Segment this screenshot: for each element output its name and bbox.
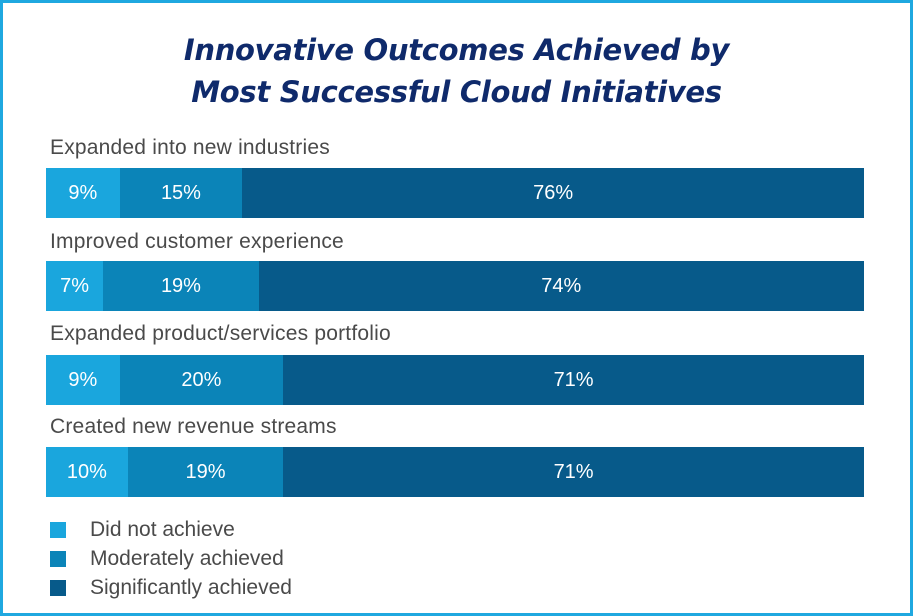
bar-segment-1: 10% <box>46 447 128 497</box>
category-label: Expanded into new industries <box>50 136 330 159</box>
chart-title-line-1: Innovative Outcomes Achieved by <box>183 33 730 67</box>
bar-segment-3: 76% <box>242 168 864 218</box>
bar-segment-1: 9% <box>46 355 120 405</box>
category-label: Improved customer experience <box>50 230 344 253</box>
bar-segment-2: 19% <box>127 447 284 497</box>
data-label: 71% <box>553 368 594 391</box>
bar-segment-3: 74% <box>258 261 864 311</box>
stacked-bar: 10% 19% 71% <box>46 447 864 497</box>
data-label: 15% <box>160 181 201 204</box>
legend-label: Significantly achieved <box>90 575 292 599</box>
legend-label: Did not achieve <box>90 517 235 541</box>
legend-item: Moderately achieved <box>50 544 292 573</box>
data-label: 19% <box>185 460 226 483</box>
legend-item: Did not achieve <box>50 515 292 544</box>
bar-segment-1: 7% <box>46 261 104 311</box>
legend-swatch <box>50 579 66 596</box>
chart-title-line-2: Most Successful Cloud Initiatives <box>191 75 722 109</box>
legend-label: Moderately achieved <box>90 546 284 570</box>
stacked-bar: 7% 19% 74% <box>46 261 864 311</box>
bar-segment-2: 20% <box>119 355 284 405</box>
data-label: 76% <box>533 181 574 204</box>
data-label: 19% <box>160 274 201 297</box>
legend-item: Significantly achieved <box>50 573 292 602</box>
data-label: 74% <box>541 274 582 297</box>
data-label: 10% <box>66 460 107 483</box>
bar-segment-3: 71% <box>283 355 864 405</box>
bar-segment-2: 19% <box>103 261 259 311</box>
stacked-bar: 9% 20% 71% <box>46 355 864 405</box>
bar-segment-1: 9% <box>46 168 120 218</box>
data-label: 9% <box>68 181 98 204</box>
legend-swatch <box>50 550 66 567</box>
data-label: 7% <box>60 274 90 297</box>
data-label: 20% <box>181 368 222 391</box>
category-label: Expanded product/services portfolio <box>50 322 391 345</box>
bar-segment-2: 15% <box>119 168 243 218</box>
chart-title: Innovative Outcomes Achieved by Most Suc… <box>3 29 910 113</box>
category-label: Created new revenue streams <box>50 415 337 438</box>
data-label: 71% <box>553 460 594 483</box>
bar-segment-3: 71% <box>283 447 864 497</box>
data-label: 9% <box>68 368 98 391</box>
stacked-bar: 9% 15% 76% <box>46 168 864 218</box>
legend: Did not achieve Moderately achieved Signif… <box>50 515 292 602</box>
legend-swatch <box>50 521 66 538</box>
